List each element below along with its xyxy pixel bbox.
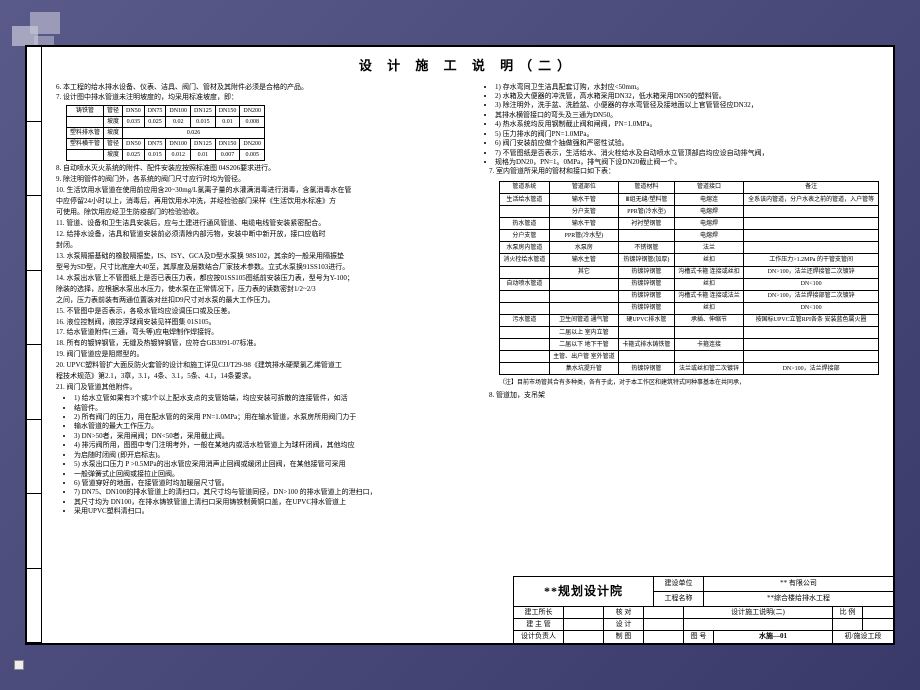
proj-label: 工程名称 (654, 592, 704, 606)
pipe-system-table: 管道系统 管道部位 管道材料 管道接口 备注 生活给水管道输水干管Ⅲ组无缝/塑料… (499, 181, 879, 376)
drawing-sheet: 设 计 施 工 说 明（二） 6. 本工程的给水排水设备、仪表、洁具、阀门、管材… (42, 47, 893, 643)
right-column: 1) 存水弯同卫生洁具配套订购，水封应<50mm。 2) 水箱及大便器的冲洗管，… (489, 83, 879, 517)
note-item: 19. 阀门管道应是阻燃型的。 (56, 350, 469, 359)
nav-indicator-icon (14, 660, 24, 670)
sheet-title: 设 计 施 工 说 明（二） (56, 57, 879, 75)
sub-item: 4) 排污阀所用，图图中专门注明考外，一般在某地内或活水检管道上为球杆闭阀，其他… (74, 441, 469, 450)
sub-item: 3) 除注明外，洗手盆、洗脸盆、小便器的存水弯管径及接地面以上官管管径应DN32… (495, 101, 879, 110)
sheet-number: 水施—01 (714, 631, 833, 643)
left-side-strip (27, 47, 42, 643)
sub-item: 结管件。 (74, 404, 469, 413)
note-item: 14. 水泵出水管上不管图纸上是否已表压力表，都应按01SS105图纸前安装压力… (56, 274, 469, 283)
sub-item: 5) 压力排水的阀门PN=1.0MPa。 (495, 130, 879, 139)
note-item: 8. 管道加，支吊架 (489, 391, 879, 400)
proj-value: **综合楼给排水工程 (704, 592, 893, 606)
sub-item: 2) 所有阀门的压力，用在配水管的的采用 PN=1.0MPa；用在输水管道，水泵… (74, 413, 469, 422)
sub-item: 7) DN75、DN100的排水管道上的清扫口，其尺寸均与管道同径，DN>100… (74, 488, 469, 497)
sub-item: 1) 存水弯同卫生洁具配套订购，水封应<50mm。 (495, 83, 879, 92)
note-item: 封闭。 (56, 241, 469, 250)
pipe-slope-table: 铸铁管管径DN50DN75DN100DN125DN150DN200 坡度0.03… (66, 105, 265, 161)
note-item: 18. 所有的镀锌钢管，无缝及热镀锌钢管，应符合GB3091-07标准。 (56, 339, 469, 348)
note-item: 可使用。除饮用应经卫生防疫部门的检验验收。 (56, 208, 469, 217)
sub-item: 7) 不管图纸是否表示，生活给水、消火栓给水及自动喷水立管顶部启均应设自动排气阀… (495, 149, 879, 158)
note-item: 9. 除注明管件的阀门外，各系统的阀门尺寸应行时均为管径。 (56, 175, 469, 184)
note-item: 除装的选择，应根据水泵出水压力，使水泵在正常情况下，压力表的读数密封1/2~2/… (56, 285, 469, 294)
sub-item: 为启随时闭阀 (即开启标志)。 (74, 451, 469, 460)
owner-value: ** 有限公司 (704, 577, 893, 591)
note-item: 7. 室内管道所采用的管材和接口如下表： (489, 167, 879, 176)
note-item: 12. 给排水设备，洁具和管道安装前必须清除内部污物，安装中断中新开放，接口应临… (56, 230, 469, 239)
sub-item: 输水管道的最大工作压力。 (74, 422, 469, 431)
sub-item: 1) 给水立管如果有3个或3个以上配水支点的支管始端，均应安装可拆散的连接管件，… (74, 394, 469, 403)
note-item: 15. 不管图中是否表示，各吸水管均应设调压口或及压差。 (56, 307, 469, 316)
note-item: 8. 自动喷水灭火系统的附件、配件安装应按照标准图 04S206要求进行。 (56, 164, 469, 173)
design-org: **规划设计院 (514, 577, 654, 606)
note-item: 7. 设计图中排水管道未注明坡度的，均采用标准坡度，即： (56, 93, 469, 102)
left-column: 6. 本工程的给水排水设备、仪表、洁具、阀门、管材及其附件必须是合格的产品。 7… (56, 83, 469, 517)
title-block: **规划设计院 建设单位 ** 有限公司 工程名称 **综合楼给排水工程 建工所… (513, 576, 893, 643)
note-item: 型号为SD型，尺寸比底座大40至，其厚度及层数结合厂家技术参数。立式水泵换91S… (56, 263, 469, 272)
note-item: 16. 液位控制阀，液控浮球阀安装见祥图集 01S105。 (56, 318, 469, 327)
sub-item: 一般弹簧式止回阀或接拉止回阀。 (74, 470, 469, 479)
note-item: 13. 水泵隔振基础的橡胶隔振垫，IS、ISY、GCA及D型水泵换 98S102… (56, 252, 469, 261)
sub-item: 2) 水箱及大便器的冲洗管，高水箱采用DN32，低水箱采用DN50的塑料管。 (495, 92, 879, 101)
owner-label: 建设单位 (654, 577, 704, 591)
sub-item: 5) 水泵出口压力 P >0.5MPa的出水管应采用消声止回阀或缓闭止回阀，在某… (74, 460, 469, 469)
drawing-frame: 设 计 施 工 说 明（二） 6. 本工程的给水排水设备、仪表、洁具、阀门、管材… (25, 45, 895, 645)
sub-item: 4) 热水系统均反用钢制截止阀和闸阀，PN=1.0MPa。 (495, 120, 879, 129)
note-item: 10. 生活饮用水管道在使用前应用含20~30mg/L氯离子量的水灌满消毒进行消… (56, 186, 469, 195)
table-note: （注】目前市场管其合有多种类，各有于此，对于本工作区和建筑特式同种事基本在共同承… (499, 379, 879, 387)
note-item: 程技术规范》第2.1，3章，3.1，4条、3.1，5条、4.1，14条要求。 (56, 372, 469, 381)
sub-item: 6) 阀门安装前应做个抽做强和严密性试验。 (495, 139, 879, 148)
sub-item: 其排水横管接口的弯头及三通为DN50。 (495, 111, 879, 120)
note-item: 之间，压力表前装有两通位置装对丝扣D9尺寸对水泵的最大工作压力。 (56, 296, 469, 305)
note-item: 6. 本工程的给水排水设备、仪表、洁具、阀门、管材及其附件必须是合格的产品。 (56, 83, 469, 92)
note-item: 21. 阀门及管道其他附件。 (56, 383, 469, 392)
drawing-name: 设计施工说明(二) (684, 607, 833, 618)
note-item: 中应停留24小时以上，消毒后，再用饮用水冲洗，并经检验部门采样《生活饮用水标准》… (56, 197, 469, 206)
note-item: 20. UPVC塑料管扩大面反防火套管的设计和施工详见CJJ/T29-98《建筑… (56, 361, 469, 370)
sub-item: 其尺寸均为 DN100，在排水铸铁管道上清扫口采用铸铁制黄铜口盖，在UPVC排水… (74, 498, 469, 507)
sub-item: 3) DN>50者，采用闸阀；DN<50者，采用截止阀。 (74, 432, 469, 441)
note-item: 17. 给水管道附件(三通，弯头等)应电焊制作焊接锊。 (56, 328, 469, 337)
sub-item: 采用UPVC塑料清扫口。 (74, 507, 469, 516)
note-item: 11. 管道、设备和卫生洁具安装后，应与土建进行通风管道、电缆电线管安装紧密配合… (56, 219, 469, 228)
